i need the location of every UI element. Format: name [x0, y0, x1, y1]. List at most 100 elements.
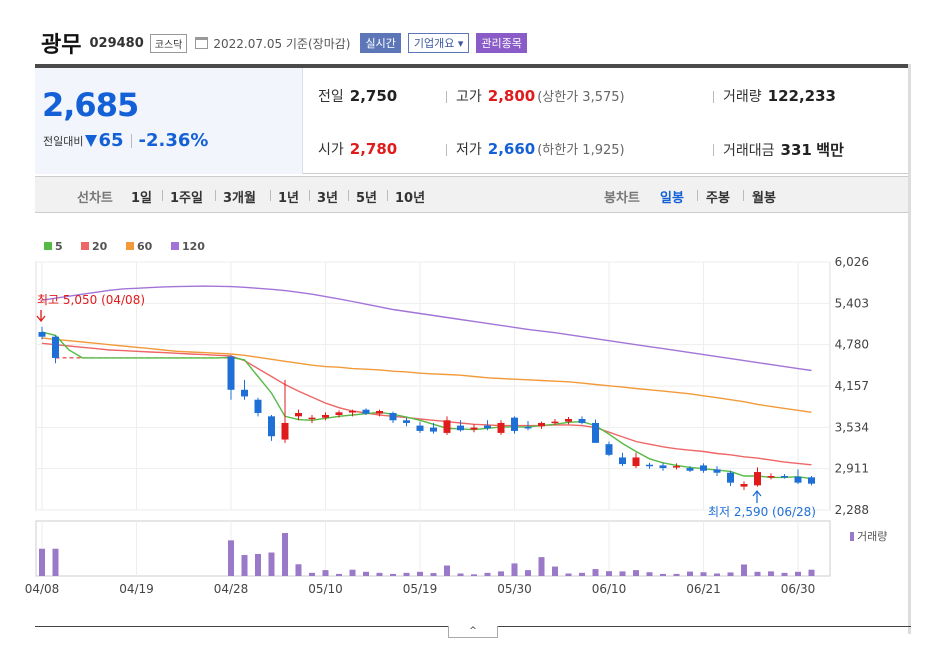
company-overview-dropdown[interactable]: 기업개요 ▾	[407, 33, 470, 53]
tab-weekly[interactable]: 주봉	[706, 191, 730, 206]
volume-bar	[619, 571, 626, 576]
volume-bar	[52, 548, 59, 576]
volume-bar	[322, 570, 329, 576]
volume-bar	[511, 563, 518, 576]
y-tick-label: 4,157	[835, 379, 869, 393]
volume-bar	[430, 573, 437, 576]
volume: 거래량 122,233	[723, 86, 836, 106]
candle-body	[308, 417, 316, 420]
legend-swatch	[44, 242, 52, 250]
divider	[446, 144, 447, 156]
divider	[713, 144, 714, 156]
volume-bar	[39, 548, 45, 576]
candle-body	[538, 422, 545, 427]
quote-panel: 2,685 전일대비 65 -2.36% 전일 2,750 고가 2,800 (상한가…	[35, 68, 908, 174]
x-tick-label: 05/10	[308, 582, 343, 596]
divider	[387, 190, 388, 201]
current-price-box: 2,685 전일대비 65 -2.36%	[35, 68, 303, 174]
candle-body	[457, 425, 464, 431]
candle-body	[511, 417, 518, 431]
candle-body	[781, 476, 788, 478]
candle-body	[376, 411, 383, 414]
volume-bar	[646, 572, 653, 576]
amount-unit: 백만	[816, 141, 844, 159]
high-label: 고가	[456, 89, 482, 105]
volume-bar	[444, 565, 450, 576]
low-price: 저가 2,660 (하한가 1,925)	[456, 139, 625, 159]
candle-body	[241, 389, 248, 397]
tab-1d[interactable]: 1일	[131, 191, 153, 206]
candle-body	[281, 422, 289, 440]
realtime-button[interactable]: 실시간	[360, 33, 401, 53]
candle-body	[227, 356, 235, 390]
collapse-button[interactable]: ^	[448, 626, 498, 638]
candle-body	[52, 336, 59, 358]
calendar-icon	[195, 37, 209, 49]
candle-body	[295, 413, 302, 417]
divider	[35, 64, 911, 68]
tab-1y[interactable]: 1년	[278, 191, 300, 206]
volume-bar	[228, 540, 234, 576]
divider	[713, 91, 714, 103]
volume-bar	[565, 573, 572, 576]
x-tick-label: 05/19	[403, 582, 438, 596]
volume-bar	[552, 566, 558, 576]
volume-bar	[754, 571, 761, 576]
candle-body	[740, 483, 748, 487]
y-tick-label: 6,026	[835, 255, 869, 269]
tab-10y[interactable]: 10년	[395, 191, 426, 206]
divider	[162, 190, 163, 201]
volume-bar	[295, 564, 302, 576]
x-tick-label: 04/08	[25, 582, 60, 596]
y-tick-label: 5,403	[835, 296, 869, 310]
chevron-up-icon: ^	[469, 626, 477, 636]
divider	[215, 190, 216, 201]
high-value: 2,800	[487, 87, 536, 105]
tab-3y[interactable]: 3년	[317, 191, 339, 206]
volume-bar	[592, 569, 599, 576]
volume-bar	[579, 572, 585, 576]
open-label: 시가	[318, 142, 344, 158]
volume-bar	[363, 571, 369, 576]
x-tick-label: 06/30	[781, 582, 816, 596]
volume-label: 거래량	[723, 89, 762, 105]
low-value: 2,660	[487, 140, 536, 158]
ma60-line	[41, 337, 812, 413]
trading-amount: 거래대금 331 백만	[723, 139, 844, 160]
volume-bar	[349, 569, 356, 576]
candle-body	[497, 422, 505, 433]
candle-body	[389, 413, 397, 421]
market-badge: 코스닥	[149, 33, 188, 53]
volume-bar	[700, 572, 707, 576]
tab-1w[interactable]: 1주일	[170, 191, 203, 206]
managed-stock-badge[interactable]: 관리종목	[476, 33, 527, 53]
candle-body	[700, 465, 707, 471]
volume-bar	[538, 557, 545, 576]
x-tick-label: 06/21	[686, 582, 721, 596]
tab-daily[interactable]: 일봉	[660, 191, 684, 206]
tab-3m[interactable]: 3개월	[223, 191, 256, 206]
candle-body	[578, 418, 586, 423]
volume-bar	[309, 572, 315, 576]
tab-5y[interactable]: 5년	[356, 191, 378, 206]
change-amount: 65	[98, 130, 124, 151]
open-price: 시가 2,780	[318, 139, 397, 159]
volume-bar	[687, 571, 693, 576]
volume-bar	[336, 573, 342, 576]
candle-body	[403, 420, 410, 423]
volume-legend-label: 거래량	[857, 530, 887, 543]
volume-bar	[417, 571, 423, 576]
volume-bar	[484, 572, 491, 576]
candle-body	[646, 464, 653, 467]
legend-swatch	[81, 242, 89, 250]
volume-bar	[255, 553, 261, 576]
side-divider	[908, 64, 911, 634]
divider	[697, 190, 698, 201]
legend-swatch	[126, 242, 134, 250]
high-price: 고가 2,800 (상한가 3,575)	[456, 86, 625, 106]
tab-monthly[interactable]: 월봉	[752, 191, 776, 206]
volume-bar	[376, 572, 383, 576]
low-arrow	[752, 489, 762, 503]
volume-bar	[498, 571, 504, 576]
stock-header: 광무 029480 코스닥 2022.07.05 기준(장마감) 실시간 기업개…	[41, 28, 527, 58]
